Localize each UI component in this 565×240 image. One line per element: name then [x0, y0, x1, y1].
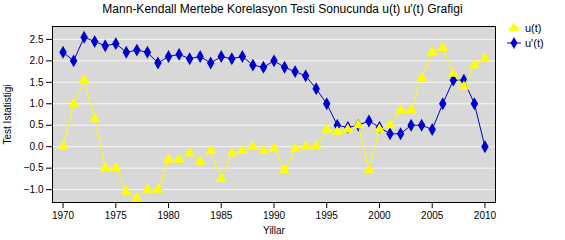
svg-text:1985: 1985 [210, 210, 233, 221]
svg-text:1995: 1995 [316, 210, 339, 221]
svg-text:Test Istatistigi: Test Istatistigi [2, 84, 13, 144]
html-text:u(t): u(t) [525, 22, 542, 34]
svg-text:0.5: 0.5 [30, 119, 44, 130]
html-text:Mann-Kendall Mertebe Korelasyo: Mann-Kendall Mertebe Korelasyon Testi So… [102, 2, 463, 16]
html-text:u'(t): u'(t) [525, 37, 544, 49]
svg-text:2010: 2010 [474, 210, 497, 221]
svg-text:2.0: 2.0 [30, 55, 44, 66]
svg-text:1980: 1980 [157, 210, 180, 221]
svg-text:0.0: 0.0 [30, 141, 44, 152]
svg-text:1970: 1970 [52, 210, 75, 221]
svg-text:2005: 2005 [421, 210, 444, 221]
svg-text:1990: 1990 [263, 210, 286, 221]
svg-text:1.5: 1.5 [30, 77, 44, 88]
svg-text:Yillar: Yillar [263, 225, 286, 236]
svg-text:1.0: 1.0 [30, 98, 44, 109]
svg-text:1975: 1975 [105, 210, 128, 221]
svg-text:2.5: 2.5 [30, 34, 44, 45]
svg-text:−1.0: −1.0 [24, 184, 44, 195]
svg-text:−0.5: −0.5 [24, 162, 44, 173]
svg-text:2000: 2000 [368, 210, 391, 221]
